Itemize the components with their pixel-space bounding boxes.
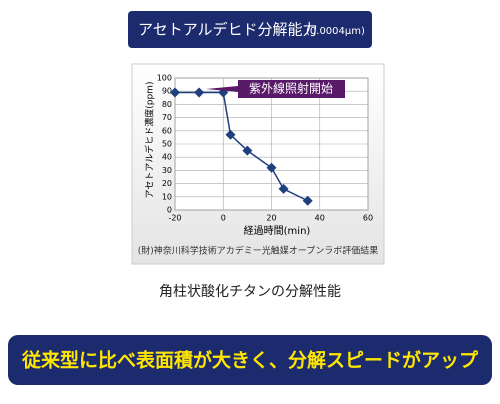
x-tick-label: -20 — [168, 214, 181, 223]
x-tick-label: 0 — [221, 214, 226, 223]
y-tick-label: 100 — [157, 74, 172, 83]
data-point — [170, 87, 180, 98]
x-axis-label: 経過時間(min) — [244, 224, 311, 237]
source-note: (財)神奈川科学技術アカデミー光触媒オープンラボ評価結果 — [138, 245, 378, 257]
x-tick-label: 40 — [315, 214, 325, 223]
y-tick-label: 60 — [162, 126, 172, 135]
x-tick-label: 20 — [266, 214, 276, 223]
chart-title: アセトアルデヒド分解能力 — [138, 21, 318, 39]
banner-box — [8, 335, 492, 385]
data-point — [302, 195, 313, 206]
caption: 角柱状酸化チタンの分解性能 — [159, 284, 341, 300]
annotation-box — [206, 80, 345, 98]
y-tick-label: 40 — [162, 153, 172, 162]
y-tick-label: 10 — [162, 192, 172, 201]
data-point — [194, 87, 205, 98]
data-point — [266, 162, 277, 173]
y-tick-label: 50 — [162, 140, 172, 149]
y-tick-label: 30 — [162, 166, 172, 175]
banner-text: 従来型に比べ表面積が大きく、分解スピードがアップ — [21, 349, 479, 372]
data-point — [242, 145, 253, 156]
y-axis-label: アセトアルデヒド濃度(ppm) — [144, 82, 156, 199]
y-tick-label: 20 — [162, 179, 172, 188]
y-tick-label: 90 — [162, 87, 172, 96]
annotation: 紫外線照射開始 — [206, 80, 345, 98]
chart-subtitle: (0.0004μm) — [306, 26, 365, 37]
title-box — [128, 11, 372, 48]
data-point — [278, 183, 289, 194]
y-tick-label: 80 — [162, 100, 172, 109]
y-tick-label: 70 — [162, 113, 172, 122]
y-tick-label: 0 — [167, 206, 172, 215]
data-point — [225, 129, 236, 140]
x-tick-label: 60 — [363, 214, 373, 223]
annotation-text: 紫外線照射開始 — [249, 81, 333, 96]
